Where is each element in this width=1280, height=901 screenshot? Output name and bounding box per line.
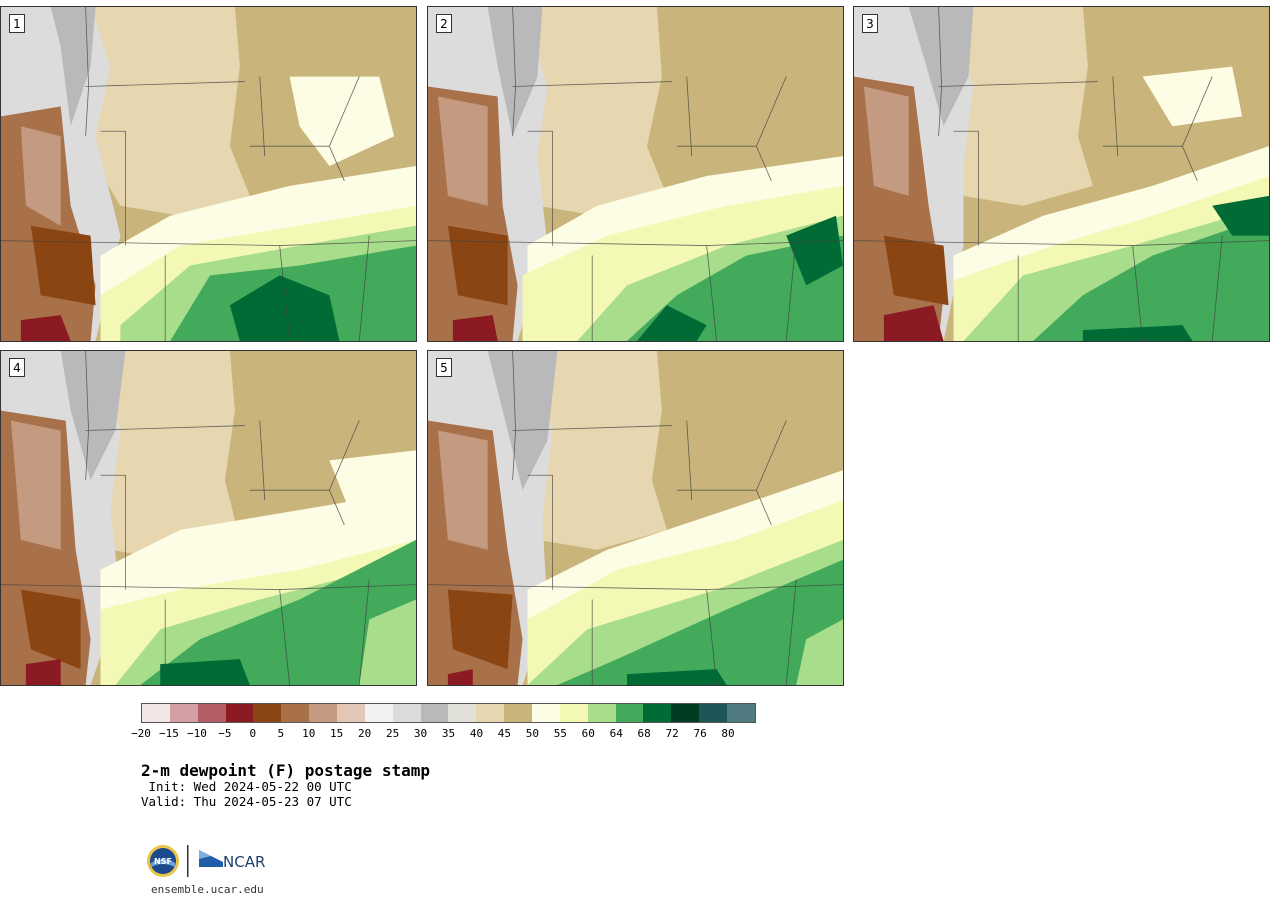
colorbar-tick-labels: −20 −15 −10 −5 0 5 10 15 20 25 30 35 40 45 50 55 60 64 68 7… [131, 727, 756, 741]
colorbar-swatch [615, 704, 644, 722]
stamp-panel-2[interactable]: 2 [427, 6, 844, 342]
colorbar-tick-label: 45 [497, 727, 512, 740]
init-time: Init: Wed 2024-05-22 00 UTC [141, 779, 352, 794]
panel-number-badge: 5 [436, 358, 452, 377]
colorbar-swatch [364, 704, 393, 722]
colorbar-swatch [504, 704, 533, 722]
website-url: ensemble.ucar.edu [151, 883, 264, 896]
colorbar-tick-label: 10 [302, 727, 316, 740]
colorbar-swatch [532, 704, 560, 722]
dewpoint-map-2 [428, 7, 843, 341]
colorbar-swatch [337, 704, 365, 722]
figure-title: 2-m dewpoint (F) postage stamp [141, 761, 430, 780]
colorbar-swatch [169, 704, 198, 722]
stamp-panel-4[interactable]: 4 [0, 350, 417, 686]
colorbar-tick-label: 50 [525, 727, 539, 740]
colorbar-tick-label: 72 [665, 727, 679, 740]
colorbar-tick-label: −5 [218, 727, 232, 740]
colorbar-tick-label: 60 [581, 727, 595, 740]
colorbar-swatch [225, 704, 254, 722]
colorbar-swatch [309, 704, 338, 722]
dewpoint-map-5 [428, 351, 843, 685]
nsf-ncar-logo: NSF NCAR [147, 845, 265, 877]
colorbar-swatch [197, 704, 226, 722]
panel-number-badge: 2 [436, 14, 452, 33]
colorbar-swatch [643, 704, 672, 722]
colorbar-tick-label: 15 [330, 727, 344, 740]
colorbar-swatch [727, 704, 755, 722]
colorbar-tick-label: 20 [358, 727, 372, 740]
dewpoint-map-4 [1, 351, 416, 685]
colorbar-swatch [142, 704, 170, 722]
colorbar-tick-label: 30 [413, 727, 428, 740]
nsf-logo-text: NSF [154, 857, 172, 866]
dewpoint-colorbar [141, 703, 756, 723]
colorbar-swatch [699, 704, 728, 722]
colorbar-swatch [559, 704, 588, 722]
colorbar-swatch [587, 704, 616, 722]
panel-number-badge: 3 [862, 14, 878, 33]
colorbar-tick-label: 64 [609, 727, 623, 740]
logos: NSF NCAR [145, 843, 275, 879]
dewpoint-map-3 [854, 7, 1269, 341]
colorbar-tick-label: −15 [159, 727, 179, 740]
dewpoint-map-1 [1, 7, 416, 341]
colorbar-swatch [476, 704, 505, 722]
colorbar-tick-label: −20 [131, 727, 151, 740]
stamp-panel-5[interactable]: 5 [427, 350, 844, 686]
panel-number-badge: 4 [9, 358, 25, 377]
colorbar-tick-label: 25 [385, 727, 400, 740]
colorbar-swatch [253, 704, 282, 722]
colorbar-tick-label: 0 [249, 727, 257, 740]
colorbar-swatch [392, 704, 421, 722]
colorbar-tick-label: 5 [277, 727, 285, 740]
colorbar-tick-label: 55 [553, 727, 567, 740]
colorbar-tick-label: 35 [441, 727, 456, 740]
colorbar-swatch [671, 704, 700, 722]
colorbar-swatch [448, 704, 477, 722]
colorbar-tick-label: 68 [637, 727, 651, 740]
colorbar-tick-label: 80 [721, 727, 735, 740]
stamp-panel-1[interactable]: 1 [0, 6, 417, 342]
valid-time: Valid: Thu 2024-05-23 07 UTC [141, 794, 352, 809]
colorbar-swatch [281, 704, 310, 722]
colorbar-tick-label: 40 [469, 727, 484, 740]
colorbar-tick-label: 76 [693, 727, 707, 740]
stamp-panel-3[interactable]: 3 [853, 6, 1270, 342]
panel-number-badge: 1 [9, 14, 25, 33]
ncar-logo-text: NCAR [223, 853, 265, 871]
colorbar-swatch [420, 704, 449, 722]
colorbar-tick-label: −10 [186, 727, 207, 740]
